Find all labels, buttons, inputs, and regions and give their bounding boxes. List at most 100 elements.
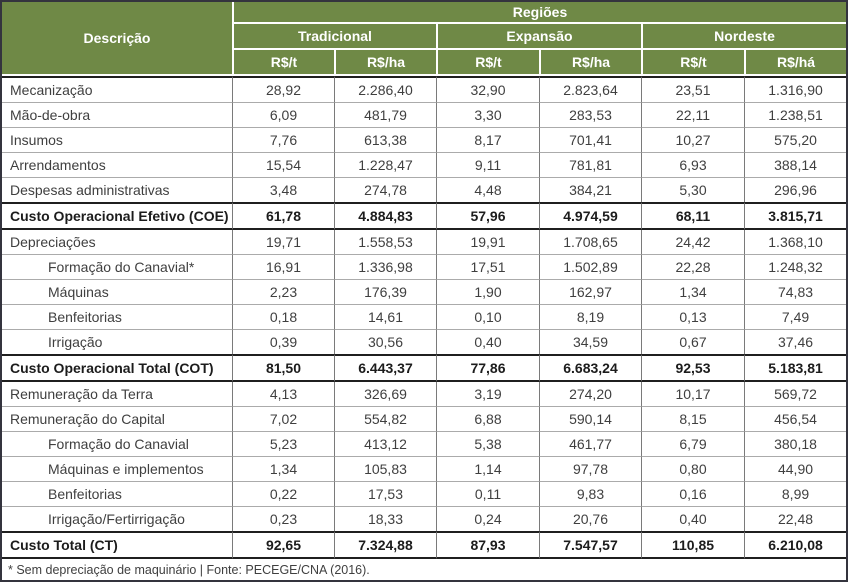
region-header-expansao: Expansão bbox=[436, 24, 641, 50]
row-value: 97,78 bbox=[539, 457, 641, 482]
row-value: 6,09 bbox=[232, 103, 334, 128]
row-value: 7.324,88 bbox=[334, 531, 436, 559]
row-value: 4,13 bbox=[232, 382, 334, 407]
row-value: 7,76 bbox=[232, 128, 334, 153]
region-header-nordeste: Nordeste bbox=[641, 24, 847, 50]
row-value: 590,14 bbox=[539, 407, 641, 432]
row-value: 7,02 bbox=[232, 407, 334, 432]
row-value: 456,54 bbox=[744, 407, 847, 432]
table-row: Custo Total (CT) 92,65 7.324,88 87,93 7.547,… bbox=[2, 531, 847, 559]
row-value: 57,96 bbox=[436, 202, 539, 230]
row-value: 2.286,40 bbox=[334, 76, 436, 103]
row-value: 0,10 bbox=[436, 305, 539, 330]
table-row: Formação do Canavial* 16,91 1.336,98 17,51 1… bbox=[2, 255, 847, 280]
row-label: Benfeitorias bbox=[2, 305, 232, 330]
column-header-regioes: Regiões bbox=[232, 2, 847, 24]
row-value: 9,11 bbox=[436, 153, 539, 178]
header-row-units: R$/t R$/ha R$/t R$/ha R$/t R$/há bbox=[2, 50, 847, 76]
row-value: 388,14 bbox=[744, 153, 847, 178]
row-value: 1.502,89 bbox=[539, 255, 641, 280]
row-value: 3.815,71 bbox=[744, 202, 847, 230]
cost-table: Descrição Regiões Tradicional Expansão N… bbox=[2, 2, 847, 559]
row-value: 5,38 bbox=[436, 432, 539, 457]
row-value: 15,54 bbox=[232, 153, 334, 178]
header-row-regioes: Descrição Regiões bbox=[2, 2, 847, 76]
unit-header-tradicional-ha: R$/ha bbox=[334, 50, 436, 76]
row-value: 7.547,57 bbox=[539, 531, 641, 559]
row-value: 380,18 bbox=[744, 432, 847, 457]
row-value: 0,80 bbox=[641, 457, 744, 482]
row-label: Benfeitorias bbox=[2, 482, 232, 507]
row-value: 6.210,08 bbox=[744, 531, 847, 559]
row-value: 6.683,24 bbox=[539, 354, 641, 382]
row-value: 92,65 bbox=[232, 531, 334, 559]
table-row: Benfeitorias 0,22 17,53 0,11 9,83 0,16 8,99 bbox=[2, 482, 847, 507]
table-row: Formação do Canavial 5,23 413,12 5,38 461,77… bbox=[2, 432, 847, 457]
table-row: Remuneração da Terra 4,13 326,69 3,19 274,20… bbox=[2, 382, 847, 407]
table-row: Irrigação 0,39 30,56 0,40 34,59 0,67 37,46 bbox=[2, 330, 846, 354]
table-row: Mecanização 28,92 2.286,40 32,90 2.823,64 23,… bbox=[2, 76, 847, 103]
row-label: Custo Operacional Efetivo (COE) bbox=[2, 202, 232, 230]
row-value: 3,19 bbox=[436, 382, 539, 407]
row-value: 1.368,10 bbox=[744, 230, 847, 255]
row-value: 30,56 bbox=[334, 330, 436, 354]
row-value: 0,11 bbox=[436, 482, 539, 507]
row-value: 5.183,81 bbox=[744, 354, 847, 382]
row-value: 77,86 bbox=[436, 354, 539, 382]
row-value: 554,82 bbox=[334, 407, 436, 432]
row-value: 32,90 bbox=[436, 76, 539, 103]
row-value: 575,20 bbox=[744, 128, 847, 153]
table-row: Despesas administrativas 3,48 274,78 4,48 38… bbox=[2, 178, 846, 202]
row-label: Irrigação bbox=[48, 334, 103, 350]
table-header: Descrição Regiões Tradicional Expansão N… bbox=[2, 2, 847, 76]
row-label: Máquinas e implementos bbox=[2, 457, 232, 482]
row-value: 0,16 bbox=[641, 482, 744, 507]
row-value: 24,42 bbox=[641, 230, 744, 255]
table-row: Máquinas 2,23 176,39 1,90 162,97 1,34 74,83 bbox=[2, 280, 847, 305]
row-value: 1.336,98 bbox=[334, 255, 436, 280]
row-value: 87,93 bbox=[436, 531, 539, 559]
row-value: 5,23 bbox=[232, 432, 334, 457]
row-value: 19,91 bbox=[436, 230, 539, 255]
row-value: 613,38 bbox=[334, 128, 436, 153]
row-value: 6.443,37 bbox=[334, 354, 436, 382]
row-value: 8,19 bbox=[539, 305, 641, 330]
row-label: Remuneração do Capital bbox=[2, 407, 232, 432]
row-value: 326,69 bbox=[334, 382, 436, 407]
row-value: 110,85 bbox=[641, 531, 744, 559]
row-value: 0,22 bbox=[232, 482, 334, 507]
row-value: 283,53 bbox=[539, 103, 641, 128]
row-value: 1,34 bbox=[641, 280, 744, 305]
unit-header-expansao-ha: R$/ha bbox=[539, 50, 641, 76]
row-value: 37,46 bbox=[744, 330, 846, 354]
row-value: 3,30 bbox=[436, 103, 539, 128]
row-value: 22,48 bbox=[744, 507, 846, 531]
row-value: 162,97 bbox=[539, 280, 641, 305]
row-value: 5,30 bbox=[641, 178, 744, 202]
row-value: 0,23 bbox=[232, 507, 334, 531]
row-label: Despesas administrativas bbox=[10, 182, 170, 198]
row-value: 481,79 bbox=[334, 103, 436, 128]
row-value: 14,61 bbox=[334, 305, 436, 330]
row-value: 22,28 bbox=[641, 255, 744, 280]
row-value: 461,77 bbox=[539, 432, 641, 457]
region-header-tradicional: Tradicional bbox=[232, 24, 436, 50]
row-value: 7,49 bbox=[744, 305, 847, 330]
unit-header-tradicional-t: R$/t bbox=[232, 50, 334, 76]
row-value: 3,48 bbox=[232, 178, 334, 202]
row-value: 1,14 bbox=[436, 457, 539, 482]
row-label: Máquinas bbox=[2, 280, 232, 305]
unit-header-expansao-t: R$/t bbox=[436, 50, 539, 76]
row-label: Formação do Canavial bbox=[2, 432, 232, 457]
row-value: 6,79 bbox=[641, 432, 744, 457]
row-value: 701,41 bbox=[539, 128, 641, 153]
row-value: 1,90 bbox=[436, 280, 539, 305]
row-value: 296,96 bbox=[744, 178, 846, 202]
row-value: 1.238,51 bbox=[744, 103, 847, 128]
row-value: 1.708,65 bbox=[539, 230, 641, 255]
row-value: 0,39 bbox=[232, 330, 334, 354]
row-label: Custo Total (CT) bbox=[2, 531, 232, 559]
row-value: 6,93 bbox=[641, 153, 744, 178]
row-label: Remuneração da Terra bbox=[2, 382, 232, 407]
